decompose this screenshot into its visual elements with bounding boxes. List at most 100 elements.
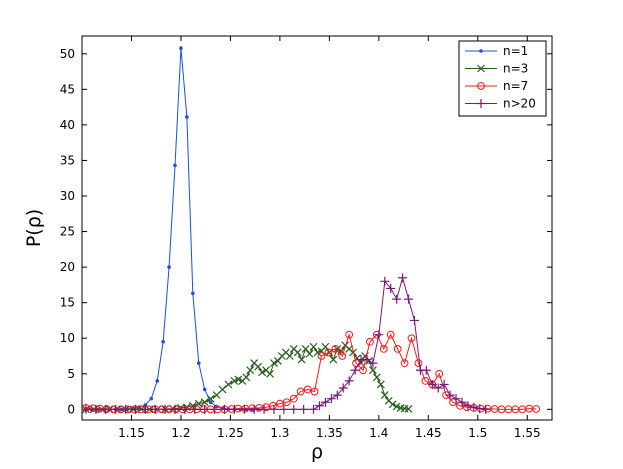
data-point — [219, 404, 229, 414]
data-point — [333, 344, 342, 353]
x-tick-label: 1.35 — [316, 426, 343, 440]
data-point — [191, 291, 195, 296]
data-point — [196, 361, 201, 365]
data-point — [309, 404, 319, 414]
data-point — [407, 334, 416, 343]
x-tick-label: 1.3 — [270, 426, 289, 440]
data-point — [180, 404, 190, 414]
series-3 — [81, 273, 491, 414]
data-point — [155, 379, 159, 383]
data-point — [101, 404, 111, 414]
data-point — [208, 400, 213, 405]
y-tick-label: 45 — [60, 82, 75, 96]
data-point — [289, 394, 298, 403]
data-point — [206, 394, 215, 403]
data-point — [469, 402, 479, 412]
data-point — [279, 404, 289, 414]
legend: n=1 n=3 n=7 n>20 — [458, 40, 547, 117]
y-tick-label: 25 — [60, 225, 75, 239]
x-axis-label: ρ — [311, 441, 323, 463]
x-tick-label: 1.5 — [468, 426, 487, 440]
data-point — [91, 404, 101, 414]
data-point — [421, 365, 431, 375]
data-point — [366, 337, 374, 346]
data-point — [451, 394, 461, 404]
data-point — [310, 387, 319, 396]
x-tick-label: 1.2 — [171, 426, 190, 440]
data-point — [170, 404, 180, 414]
data-point — [345, 330, 354, 339]
data-point — [296, 387, 305, 396]
data-point — [239, 404, 249, 414]
y-tick-label: 10 — [60, 331, 75, 345]
y-axis-label: P(ρ) — [23, 209, 45, 247]
data-point — [210, 404, 220, 414]
data-point — [285, 352, 294, 360]
legend-label: n=1 — [503, 44, 528, 58]
data-point — [229, 404, 239, 414]
data-point — [224, 380, 233, 389]
data-point — [475, 404, 485, 414]
data-point — [309, 342, 318, 351]
data-point — [303, 385, 312, 394]
data-point — [249, 404, 259, 414]
data-point — [301, 344, 310, 353]
data-point — [400, 359, 409, 368]
x-tick-label: 1.4 — [369, 426, 388, 440]
data-point — [266, 369, 274, 378]
data-point — [259, 404, 269, 414]
data-point — [326, 394, 336, 404]
data-point — [435, 369, 444, 378]
data-point — [111, 404, 121, 414]
data-point — [359, 366, 367, 375]
x-axis: 1.15 1.2 1.25 1.3 1.35 1.4 1.45 1.5 1.55 — [118, 36, 541, 440]
data-point — [393, 344, 402, 353]
data-point — [350, 365, 360, 375]
data-point — [409, 315, 419, 325]
legend-marker — [477, 82, 485, 90]
data-point — [368, 366, 377, 375]
y-tick-label: 50 — [60, 47, 75, 61]
data-point — [379, 344, 388, 353]
series-layer — [81, 46, 541, 414]
y-tick-label: 40 — [60, 118, 75, 132]
y-tick-label: 35 — [60, 153, 75, 167]
x-tick-label: 1.45 — [415, 426, 442, 440]
data-point — [299, 404, 309, 414]
data-point — [242, 373, 251, 382]
data-point — [173, 163, 177, 168]
x-tick-label: 1.55 — [514, 426, 541, 440]
data-point — [398, 273, 408, 283]
data-point — [362, 355, 372, 365]
data-point — [374, 330, 384, 340]
data-point — [320, 397, 330, 407]
data-point — [282, 398, 291, 407]
data-point — [414, 359, 423, 368]
legend-marker — [476, 99, 486, 108]
legend-marker — [479, 49, 483, 53]
y-tick-label: 15 — [60, 296, 75, 310]
data-point — [218, 385, 227, 394]
legend-label: n=7 — [503, 79, 528, 93]
legend-label: n>20 — [503, 97, 536, 111]
y-tick-label: 5 — [67, 367, 75, 381]
data-point — [121, 404, 131, 414]
data-point — [317, 352, 326, 360]
data-point — [392, 294, 402, 304]
legend-label: n=3 — [503, 62, 528, 76]
data-point — [324, 348, 333, 357]
data-point — [445, 390, 455, 400]
data-point — [380, 276, 390, 286]
data-point — [463, 401, 473, 411]
data-point — [258, 368, 267, 377]
x-tick-label: 1.15 — [118, 426, 145, 440]
data-point — [368, 358, 378, 368]
data-point — [331, 344, 340, 353]
data-point — [150, 404, 160, 414]
data-point — [404, 294, 414, 304]
data-point — [293, 348, 302, 357]
data-point — [81, 404, 91, 414]
data-point — [179, 46, 183, 50]
data-point — [376, 380, 385, 389]
